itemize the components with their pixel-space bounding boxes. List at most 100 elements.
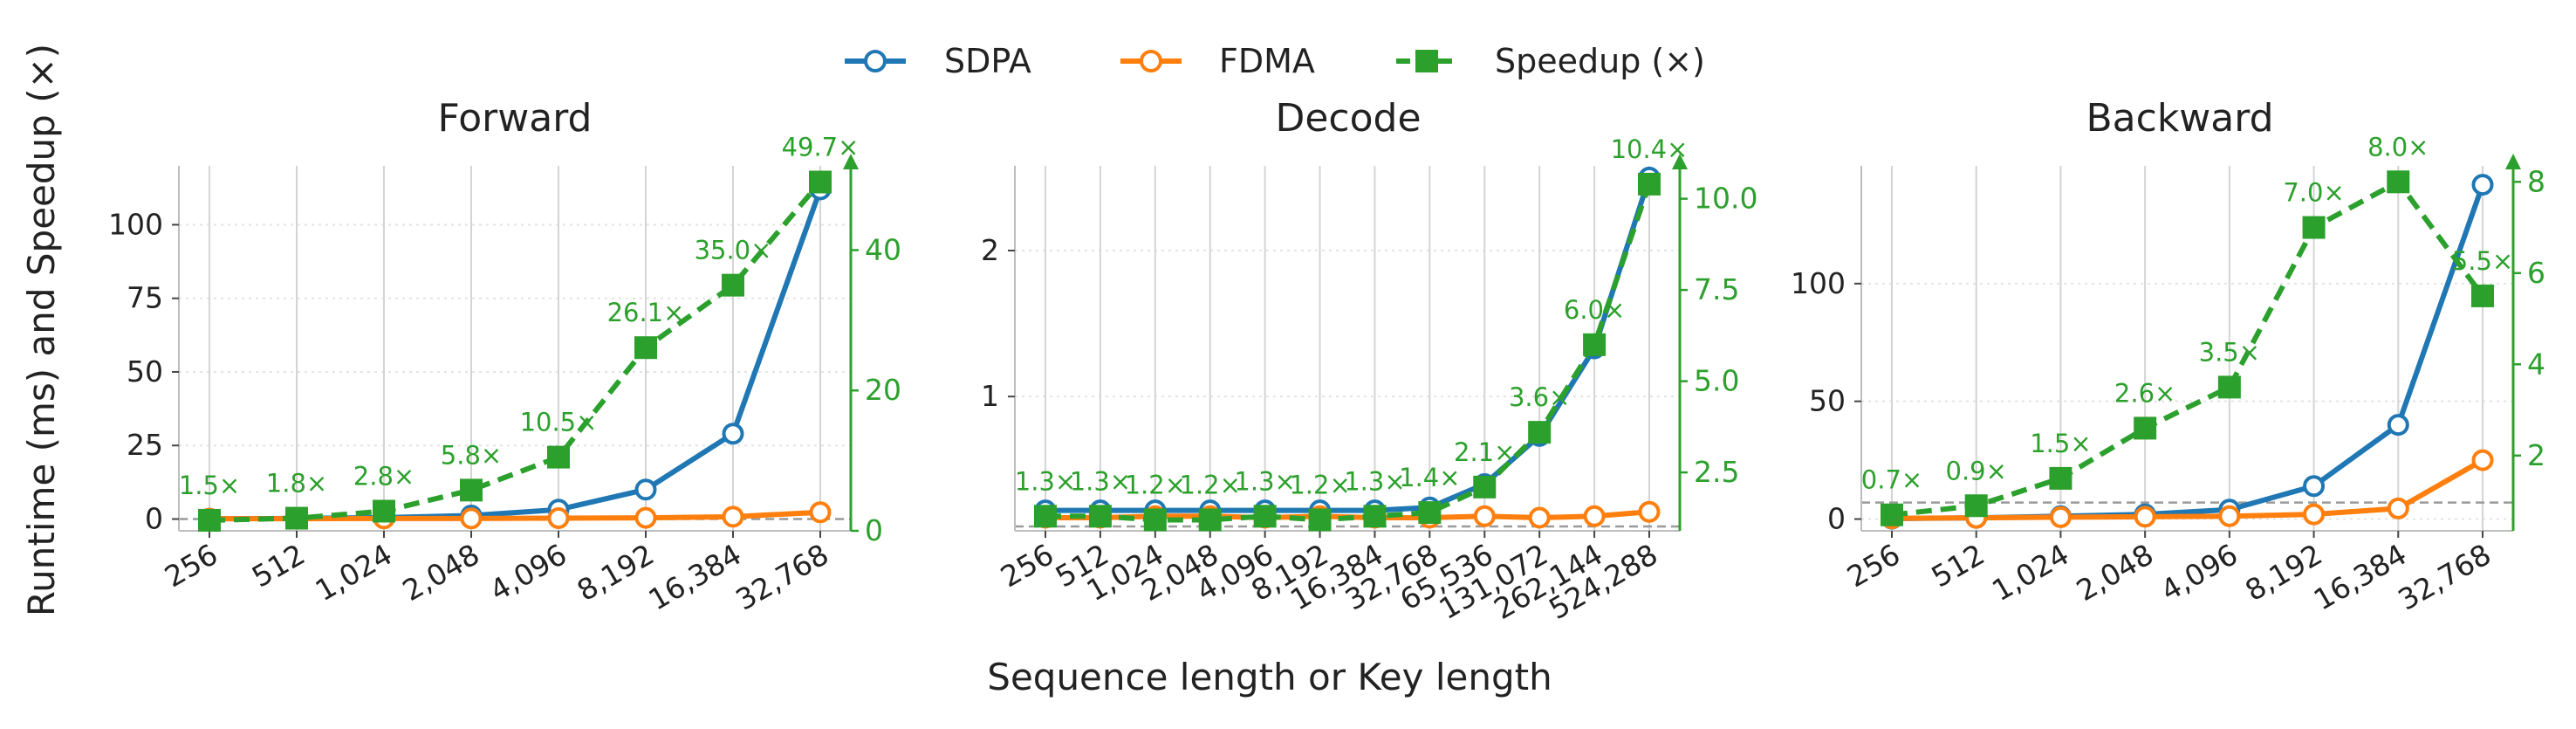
y-tick-label: 75 <box>127 281 163 315</box>
data-point-speedup <box>1583 333 1607 356</box>
speedup-data-label: 2.1× <box>1454 437 1515 467</box>
speedup-data-label: 35.0× <box>695 236 772 265</box>
data-point-speedup <box>2049 466 2072 490</box>
data-point-speedup <box>547 445 570 469</box>
data-point-speedup <box>1964 494 1988 518</box>
data-point-speedup <box>2302 216 2326 239</box>
legend-marker-fdma <box>1140 50 1162 72</box>
y-axis-right-arrow <box>2505 154 2521 169</box>
speedup-data-label: 5.5× <box>2452 246 2513 276</box>
y2-tick-label: 8 <box>2527 164 2545 198</box>
speedup-data-label: 1.4× <box>1399 463 1460 492</box>
data-point-sdpa <box>722 423 744 445</box>
y2-tick-label: 5.0 <box>1694 364 1739 398</box>
speedup-data-label: 8.0× <box>2367 132 2429 162</box>
data-point-fdma <box>1473 505 1496 527</box>
speedup-data-label: 49.7× <box>782 132 860 162</box>
data-point-fdma <box>2218 505 2241 527</box>
y2-tick-label: 10.0 <box>1694 182 1757 216</box>
data-point-speedup <box>198 508 221 532</box>
speedup-data-label: 7.0× <box>2283 178 2344 208</box>
speedup-data-label: 1.5× <box>2030 429 2091 458</box>
panel-title: Forward <box>438 96 593 141</box>
speedup-data-label: 3.6× <box>1509 382 1570 412</box>
speedup-data-label: 10.5× <box>520 408 598 437</box>
y-tick-label: 0 <box>145 502 163 536</box>
y2-tick-label: 4 <box>2527 347 2545 381</box>
speedup-data-label: 3.5× <box>2199 337 2260 367</box>
x-tick-label: 1,024 <box>1986 537 2074 608</box>
data-point-speedup <box>460 478 483 502</box>
speedup-data-label: 0.9× <box>1946 456 2007 485</box>
data-point-sdpa <box>634 478 657 501</box>
data-point-sdpa <box>2387 414 2409 437</box>
y-axis-label: Runtime (ms) and Speedup (×) <box>20 44 63 616</box>
y-tick-label: 100 <box>108 207 163 241</box>
panel-decode: Decode 122.55.07.510.02565121,0242,0484,… <box>981 96 1757 626</box>
y-tick-label: 0 <box>1827 502 1846 536</box>
x-tick-label: 32,768 <box>730 537 834 617</box>
x-tick-label: 2,048 <box>397 537 485 608</box>
speedup-data-label: 1.3× <box>1344 466 1405 496</box>
data-point-fdma <box>2303 503 2326 526</box>
data-point-speedup <box>2387 170 2410 194</box>
y-tick-label: 50 <box>1809 384 1846 418</box>
x-tick-label: 1,024 <box>310 537 398 608</box>
speedup-data-label: 1.2× <box>1289 470 1350 499</box>
legend-label-speedup: Speedup (×) <box>1495 42 1705 80</box>
y2-tick-label: 0 <box>865 513 883 547</box>
data-point-speedup <box>2134 416 2157 440</box>
data-point-speedup <box>809 170 832 194</box>
data-point-speedup <box>1473 475 1497 499</box>
legend-label-fdma: FDMA <box>1219 42 1315 80</box>
speedup-data-label: 1.2× <box>1125 470 1186 499</box>
y-tick-label: 1 <box>981 379 999 413</box>
data-point-speedup <box>1881 503 1903 526</box>
data-point-speedup <box>1528 421 1552 444</box>
legend-item-speedup: Speedup (×) <box>1396 42 1705 80</box>
data-point-fdma <box>1528 506 1551 529</box>
data-point-speedup <box>722 273 744 297</box>
legend-item-sdpa: SDPA <box>845 42 1031 80</box>
data-point-speedup <box>1418 501 1442 525</box>
data-point-fdma <box>2049 505 2072 528</box>
data-point-sdpa <box>2471 174 2494 196</box>
data-point-fdma <box>634 506 657 529</box>
speedup-data-label: 6.0× <box>1564 295 1625 325</box>
speedup-data-label: 2.8× <box>353 461 414 491</box>
series-line-sdpa <box>1045 176 1652 513</box>
panel-title: Decode <box>1275 96 1421 141</box>
data-point-speedup <box>1638 172 1661 196</box>
panel-backward: Backward 0 50 100 2 4 6 8 256 5121,0242,0484,096… <box>1791 96 2545 617</box>
data-point-speedup <box>1308 508 1332 532</box>
panel-title: Backward <box>2086 96 2273 141</box>
data-point-speedup <box>1034 505 1057 528</box>
x-tick-label: 16,384 <box>2308 537 2412 617</box>
data-point-fdma <box>2387 497 2409 519</box>
x-tick-label: 512 <box>1926 537 1990 594</box>
data-point-speedup <box>2217 375 2241 399</box>
data-point-fdma <box>1638 500 1661 523</box>
y2-tick-label: 7.5 <box>1694 272 1739 306</box>
legend-item-fdma: FDMA <box>1120 42 1315 80</box>
y-tick-label: 2 <box>981 233 999 267</box>
data-point-fdma <box>809 501 832 524</box>
speedup-data-label: 26.1× <box>607 298 685 327</box>
legend: SDPA FDMA Speedup (×) <box>845 42 1705 80</box>
speedup-data-label: 1.5× <box>179 471 240 500</box>
speedup-data-label: 10.4× <box>1611 134 1689 164</box>
speedup-data-label: 5.8× <box>441 440 502 470</box>
x-tick-label: 32,768 <box>2393 537 2497 617</box>
x-axis-label: Sequence length or Key length <box>987 656 1552 698</box>
y2-tick-label: 2 <box>2527 438 2545 472</box>
y2-tick-label: 2.5 <box>1694 455 1739 489</box>
x-tick-label: 512 <box>246 537 311 594</box>
data-point-fdma <box>1583 505 1606 527</box>
y-axis-right-arrow <box>1672 154 1688 169</box>
data-point-fdma <box>2134 505 2156 528</box>
speedup-data-label: 1.3× <box>1070 466 1131 496</box>
data-point-fdma <box>722 505 744 528</box>
speedup-data-label: 1.8× <box>266 469 327 499</box>
